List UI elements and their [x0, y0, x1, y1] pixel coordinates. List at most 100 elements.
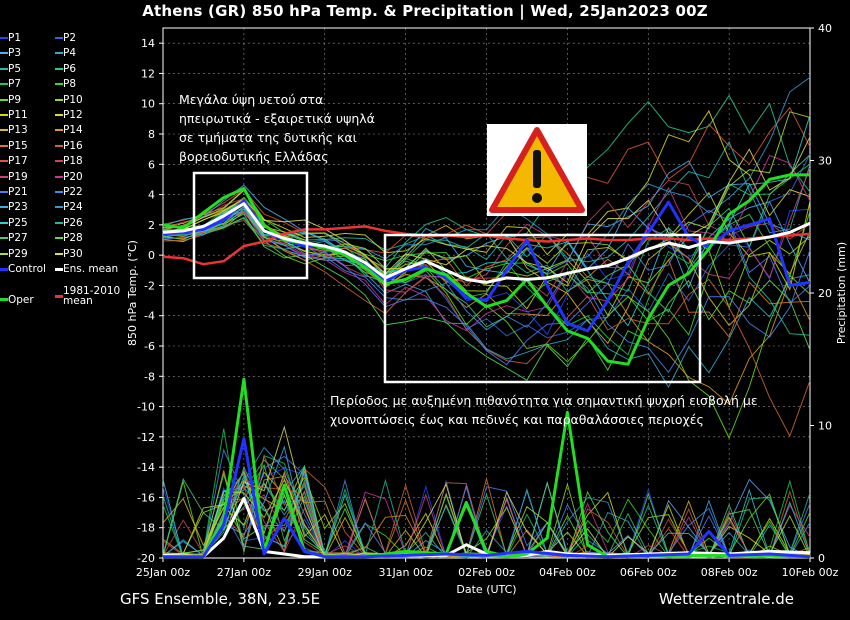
highlight-box-cold-spell	[383, 233, 702, 384]
legend-swatch	[55, 129, 63, 132]
legend-swatch	[0, 52, 8, 55]
legend-item: P23	[0, 201, 28, 213]
legend-label: P22	[63, 186, 83, 198]
legend-item: P17	[0, 155, 28, 167]
legend-swatch	[0, 114, 8, 116]
y-tick-label: 10	[141, 98, 155, 111]
legend-label: P14	[63, 124, 83, 137]
x-tick-label: 31Jan 00z	[379, 566, 433, 579]
legend-item: P15	[0, 140, 28, 152]
legend-label: P15	[8, 139, 28, 152]
member-temp-line	[162, 213, 811, 381]
y-tick-label: -4	[144, 310, 155, 323]
legend-label: P20	[63, 170, 83, 183]
legend-swatch	[55, 221, 63, 224]
legend-item: P6	[55, 63, 76, 75]
legend-item: P1	[0, 32, 21, 44]
legend-swatch	[55, 37, 63, 39]
legend-label: P3	[8, 47, 22, 60]
member-temp-line	[162, 196, 811, 336]
legend-swatch	[0, 221, 8, 224]
y-axis-label: 850 hPa Temp. (°C)	[126, 240, 139, 346]
legend-item: P26	[55, 217, 83, 229]
legend-item: P24	[55, 201, 83, 213]
legend-label: P6	[63, 62, 77, 75]
legend-swatch	[0, 298, 8, 302]
legend-swatch	[0, 267, 8, 271]
member-temp-line	[162, 109, 811, 256]
legend-swatch	[0, 206, 8, 209]
member-precip-line	[162, 455, 811, 559]
legend-label: P7	[8, 78, 22, 91]
y2-tick-label: 0	[818, 552, 825, 565]
legend-item: Ens. mean	[55, 263, 118, 275]
legend-swatch	[0, 144, 8, 147]
legend-swatch	[0, 98, 8, 101]
legend-item: P19	[0, 171, 28, 183]
legend-label: P18	[63, 155, 83, 168]
legend-item: P11	[0, 109, 28, 121]
legend-item: Control	[0, 263, 46, 275]
legend-swatch	[55, 98, 63, 101]
legend-label: P26	[63, 216, 83, 229]
y-tick-label: 4	[148, 189, 155, 202]
x-axis-label: Date (UTC)	[456, 583, 516, 596]
x-tick-label: 29Jan 00z	[298, 566, 352, 579]
chart-title: Athens (GR) 850 hPa Temp. & Precipitatio…	[142, 2, 708, 20]
y2-tick-label: 10	[818, 420, 832, 433]
x-tick-label: 25Jan 00z	[136, 566, 190, 579]
annotation-cold-line: Περίοδος με αυξημένη πιθανότητα για σημα…	[330, 393, 758, 408]
legend-label: P23	[8, 201, 28, 214]
legend-swatch	[0, 252, 8, 255]
legend-swatch	[55, 252, 63, 255]
x-tick-label: 10Feb 00z	[782, 566, 839, 579]
legend-item: P8	[55, 78, 76, 90]
legend-swatch	[55, 206, 63, 209]
y-tick-label: -8	[144, 370, 155, 383]
y-tick-label: -16	[137, 491, 155, 504]
annotation-precip-line: ηπειρωτικά - εξαιρετικά υψηλά	[179, 111, 375, 126]
legend-swatch	[55, 83, 63, 86]
legend-swatch	[0, 67, 8, 70]
y-tick-label: -6	[144, 340, 155, 353]
legend-item: P12	[55, 109, 83, 121]
y-tick-label: 12	[141, 67, 155, 80]
legend-item: P9	[0, 94, 21, 106]
member-temp-line	[162, 217, 811, 336]
legend-label: Ens. mean	[63, 263, 119, 275]
legend-label: P28	[63, 232, 83, 245]
y-tick-label: -2	[144, 279, 155, 292]
legend-label: Oper	[8, 293, 34, 306]
annotation-precip-line: Μεγάλα ύψη υετού στα	[179, 92, 323, 107]
source-caption: Wetterzentrale.de	[658, 590, 794, 608]
legend-swatch	[55, 294, 63, 298]
legend-label: P9	[8, 93, 22, 106]
x-tick-label: 04Feb 00z	[539, 566, 596, 579]
y-tick-label: 14	[141, 37, 155, 50]
y-tick-label: -10	[137, 401, 155, 414]
legend-swatch	[0, 191, 8, 193]
legend-swatch	[0, 160, 8, 163]
legend-item: P16	[55, 140, 83, 152]
x-tick-label: 08Feb 00z	[701, 566, 758, 579]
legend-label: P1	[8, 32, 22, 44]
x-tick-label: 27Jan 00z	[217, 566, 271, 579]
legend-label: 1981-2010 mean	[63, 285, 121, 308]
legend-label: P29	[8, 247, 28, 260]
legend-swatch	[55, 160, 63, 163]
legend-swatch	[55, 114, 63, 116]
legend-swatch	[0, 175, 8, 178]
legend-label: P24	[63, 201, 83, 214]
legend-swatch	[55, 191, 63, 193]
legend-label: P21	[8, 186, 28, 198]
legend-label: P17	[8, 155, 28, 168]
y-tick-label: 8	[148, 128, 155, 141]
legend-item: P13	[0, 124, 28, 136]
legend-label: P2	[63, 32, 77, 44]
member-temp-line	[162, 136, 811, 284]
y-tick-label: 0	[148, 249, 155, 262]
legend-item: P28	[55, 232, 83, 244]
legend-item: P27	[0, 232, 28, 244]
member-temp-line	[162, 206, 811, 366]
